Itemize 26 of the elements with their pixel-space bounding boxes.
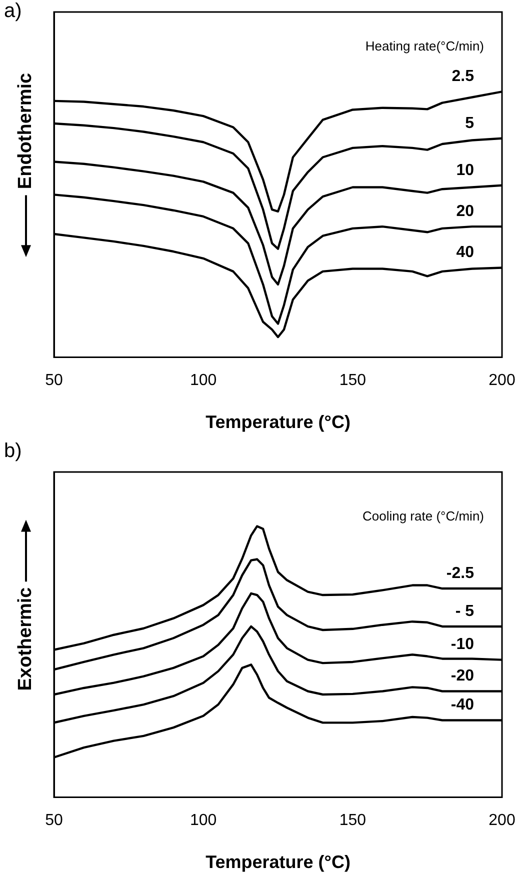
x-tick-label: 200 (488, 372, 516, 390)
x-tick-label: 100 (190, 812, 217, 830)
series-label: -2.5 (446, 564, 474, 582)
series-label: 40 (456, 244, 474, 262)
y-axis-title: Exothermic (15, 587, 37, 691)
x-axis-title: Temperature (°C) (206, 852, 350, 872)
series-label: -10 (450, 636, 474, 654)
legend-title: Cooling rate (°C/min) (362, 508, 484, 524)
legend-title: Heating rate(°C/min) (365, 38, 484, 54)
series-label: 5 (465, 114, 474, 132)
y-axis-title: Endothermic (15, 72, 37, 190)
series-label: 2.5 (452, 68, 474, 86)
x-tick-label: 100 (190, 372, 217, 390)
series-label: -20 (450, 668, 474, 685)
series-label: 10 (456, 162, 474, 179)
series-label: - 5 (455, 602, 474, 620)
x-tick-label: 200 (488, 812, 516, 830)
x-tick-label: 50 (45, 372, 63, 390)
x-tick-label: 150 (339, 372, 366, 390)
series-label: 20 (456, 202, 474, 220)
x-axis-title: Temperature (°C) (206, 412, 350, 432)
series-label: -40 (450, 696, 474, 714)
chart-title: b) (4, 440, 22, 463)
chart-title: a) (4, 0, 22, 23)
x-tick-label: 150 (339, 812, 366, 830)
x-tick-label: 50 (45, 812, 63, 830)
